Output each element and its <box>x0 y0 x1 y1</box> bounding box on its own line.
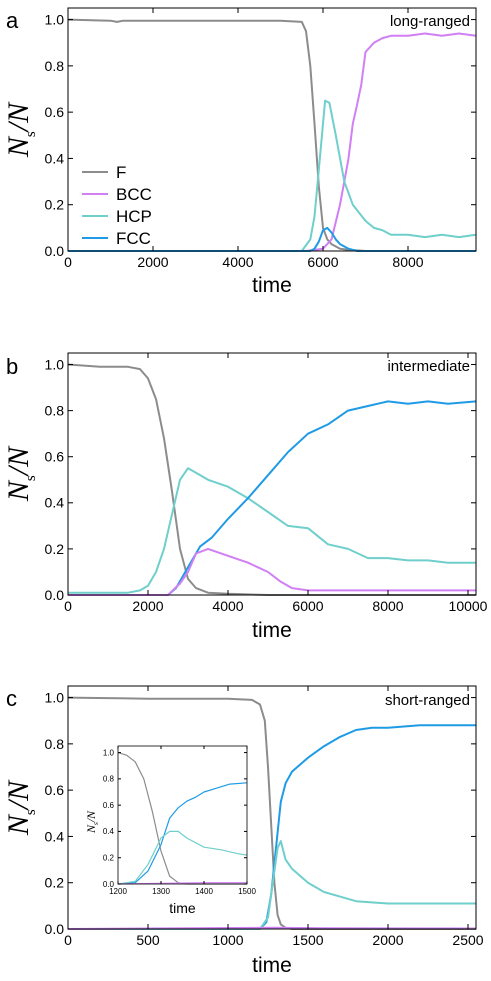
panel-a-annotation: long-ranged <box>390 13 470 30</box>
panel-b-y-tick-label: 0.4 <box>45 495 65 511</box>
inset-y-axis-label: Ns/N <box>84 810 100 834</box>
panel-a-series-f-line <box>67 18 476 252</box>
inset-background <box>118 746 247 884</box>
panel-a-y-tick-label: 0.2 <box>45 197 65 213</box>
inset-y-tick-label: 0.4 <box>103 827 115 836</box>
panel-c-panel-label: c <box>6 686 17 711</box>
panel-b-x-tick-label: 10000 <box>449 598 488 614</box>
legend-label-bcc: BCC <box>116 185 152 204</box>
panel-b-x-tick-label: 4000 <box>212 598 243 614</box>
panel-a-y-tick-label: 0.8 <box>45 58 65 74</box>
panel-a-chart: 0 2000 4000 6000 8000 0.0 0.2 0.4 0.6 0.8 1.0 time N… <box>2 7 477 297</box>
panel-a-y-tick-label: 0.6 <box>45 104 65 120</box>
panel-c-series-bcc-line <box>67 926 477 930</box>
panel-c-series-hcp-line <box>68 840 476 930</box>
panel-a-x-axis-label: time <box>252 274 292 297</box>
panel-b-y-tick-label: 0.0 <box>45 587 65 603</box>
panel-c-y-tick-label: 1.0 <box>45 689 65 705</box>
panel-b-y-tick-label: 0.8 <box>45 403 65 419</box>
inset-series-fcc-line <box>117 782 248 885</box>
inset-y-tick-label: 0.2 <box>103 854 115 863</box>
panel-b-plot-frame <box>67 352 477 596</box>
panel-c-x-tick-label: 2500 <box>452 932 483 948</box>
panel-a-series-hcp-line <box>68 99 477 252</box>
panel-a-legend: F BCC HCP FCC <box>82 163 152 248</box>
panel-a-x-tick-label: 8000 <box>392 254 423 270</box>
panel-b-series-bcc-line <box>68 547 476 596</box>
panel-c-y-axis-label: Ns/N <box>2 779 39 836</box>
panel-c-inset: 1200 1300 1400 1500 0.0 0.2 0.4 0.6 0.8 1.0 time Ns… <box>84 745 256 916</box>
panel-a-y-tick-label: 0.4 <box>45 150 65 166</box>
panel-b-series-f-line <box>67 363 476 596</box>
panel-b-chart: 0 2000 4000 6000 8000 10000 0.0 0.2 0.4 0.6 0.8 1.0… <box>2 352 488 642</box>
panel-b-y-tick-label: 1.0 <box>45 356 65 372</box>
panel-a-series-bcc-line <box>68 32 477 252</box>
panel-a-y-tick-label: 0.0 <box>45 243 65 259</box>
panel-c-x-tick-label: 2000 <box>372 932 403 948</box>
panel-c-annotation: short-ranged <box>385 692 470 709</box>
panel-b-series-fcc-line <box>68 400 477 596</box>
panel-a-panel-label: a <box>6 8 19 33</box>
panel-b-x-tick-label: 0 <box>64 598 72 614</box>
inset-x-tick-label: 1200 <box>109 887 127 896</box>
panel-c-y-tick-label: 0.4 <box>45 828 65 844</box>
panel-c-chart: 0 500 1000 1500 2000 2500 0.0 0.2 0.4 0.6 0.8 1.0 ti… <box>2 685 484 977</box>
panel-c-y-tick-label: 0.2 <box>45 875 65 891</box>
legend-label-f: F <box>116 163 126 182</box>
inset-y-tick-label: 0.8 <box>103 775 115 784</box>
inset-y-tick-label: 0.6 <box>103 801 115 810</box>
panel-c-y-tick-label: 0.8 <box>45 736 65 752</box>
panel-c-x-tick-label: 1500 <box>292 932 323 948</box>
panel-c-y-tick-label: 0.6 <box>45 782 65 798</box>
panel-b-y-axis-label: Ns/N <box>2 445 39 502</box>
panel-b-x-tick-label: 8000 <box>372 598 403 614</box>
panel-c-x-tick-label: 500 <box>136 932 160 948</box>
panel-b-x-tick-label: 6000 <box>292 598 323 614</box>
inset-y-tick-label: 0.0 <box>103 880 115 889</box>
inset-x-tick-label: 1400 <box>195 887 213 896</box>
panel-a-y-tick-label: 1.0 <box>45 11 65 27</box>
inset-plot-frame <box>117 745 248 885</box>
inset-x-tick-label: 1300 <box>152 887 170 896</box>
legend-label-hcp: HCP <box>116 207 152 226</box>
panel-b-y-tick-label: 0.6 <box>45 449 65 465</box>
panel-a-x-tick-label: 0 <box>64 254 72 270</box>
panel-b-x-axis-label: time <box>252 619 292 642</box>
panel-c-x-axis-label: time <box>252 954 292 977</box>
panel-c-x-tick-label: 1000 <box>212 932 243 948</box>
inset-x-tick-label: 1500 <box>238 887 256 896</box>
panel-c-plot-frame <box>67 685 477 930</box>
panel-b-x-tick-label: 2000 <box>132 598 163 614</box>
panel-a-x-tick-label: 2000 <box>137 254 168 270</box>
panel-b-annotation: intermediate <box>387 358 470 375</box>
panel-b-series-hcp-line <box>68 467 476 594</box>
panel-b-y-tick-label: 0.2 <box>45 541 65 557</box>
inset-series-hcp-line <box>117 830 248 885</box>
inset-y-tick-label: 1.0 <box>103 748 115 757</box>
panel-c-x-tick-label: 0 <box>64 932 72 948</box>
panel-a-x-tick-label: 6000 <box>307 254 338 270</box>
legend-label-fcc: FCC <box>116 229 151 248</box>
inset-x-axis-label: time <box>169 900 196 916</box>
panel-b-panel-label: b <box>6 354 18 379</box>
panel-a-y-axis-label: Ns/N <box>2 101 39 158</box>
panel-a-plot-frame <box>67 7 477 252</box>
panel-a-x-tick-label: 4000 <box>222 254 253 270</box>
panel-c-y-tick-label: 0.0 <box>45 921 65 937</box>
panel-a-series-fcc-line <box>68 226 476 252</box>
